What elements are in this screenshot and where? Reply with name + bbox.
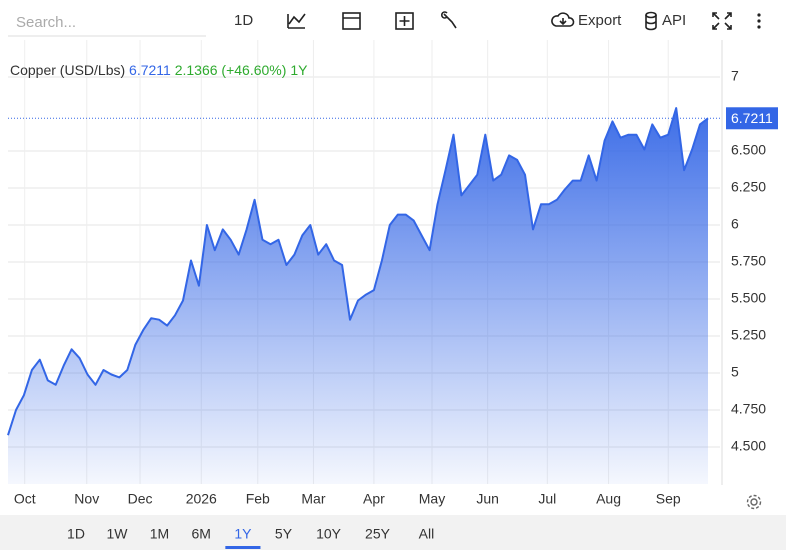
settings-icon[interactable] xyxy=(746,494,762,510)
toolbar-icons xyxy=(287,11,732,31)
legend-period: 1Y xyxy=(290,62,308,78)
x-tick-label: Jun xyxy=(476,491,499,507)
area-fill xyxy=(8,108,708,484)
y-tick-label: 6.250 xyxy=(731,179,766,195)
y-tick-label: 5 xyxy=(731,364,739,380)
range-button[interactable]: 5Y xyxy=(275,526,293,542)
range-button[interactable]: 6M xyxy=(191,526,210,542)
range-bar xyxy=(0,515,786,550)
x-tick-label: Jul xyxy=(538,491,556,507)
range-button[interactable]: 1W xyxy=(106,526,128,542)
add-icon[interactable] xyxy=(395,12,414,30)
range-button[interactable]: 25Y xyxy=(365,526,391,542)
last-price-box xyxy=(726,107,778,130)
y-tick-label: 4.750 xyxy=(731,401,766,417)
fullscreen-icon[interactable] xyxy=(712,12,732,30)
y-tick-label: 5.250 xyxy=(731,327,766,343)
interval-button[interactable]: 1D xyxy=(234,12,253,29)
api-icon[interactable] xyxy=(645,11,657,19)
chart-type-icon[interactable] xyxy=(287,13,306,29)
x-tick-label: Feb xyxy=(246,491,270,507)
last-price-label: 6.7211 xyxy=(731,110,773,126)
search-placeholder: Search... xyxy=(16,14,76,31)
range-button[interactable]: All xyxy=(419,526,435,542)
x-tick-label: Dec xyxy=(128,491,153,507)
price-line xyxy=(7,107,709,436)
export-icon[interactable] xyxy=(551,12,575,27)
range-selected-underline xyxy=(225,546,261,549)
x-tick-label: Nov xyxy=(74,491,99,507)
x-tick-label: Apr xyxy=(363,491,385,507)
x-tick-label: Aug xyxy=(596,491,621,507)
x-tick-label: Mar xyxy=(301,491,325,507)
x-tick-label: May xyxy=(419,491,445,507)
legend-change: 2.1366 (+46.60%) xyxy=(175,62,287,78)
x-tick-label: 2026 xyxy=(186,491,217,507)
y-tick-label: 5.750 xyxy=(731,253,766,269)
api-button[interactable]: API xyxy=(662,12,686,29)
y-tick-label: 5.500 xyxy=(731,290,766,306)
export-button[interactable]: Export xyxy=(578,12,622,29)
legend: Copper (USD/Lbs) 6.7211 2.1366 (+46.60%)… xyxy=(10,62,308,78)
tools-icon[interactable] xyxy=(441,11,457,29)
range-button[interactable]: 1M xyxy=(150,526,169,542)
menu-icon[interactable] xyxy=(757,13,761,29)
y-tick-label: 6.500 xyxy=(731,142,766,158)
search-box[interactable] xyxy=(8,8,206,36)
y-tick-label: 6 xyxy=(731,216,739,232)
y-tick-label: 7 xyxy=(731,68,739,84)
legend-name: Copper (USD/Lbs) xyxy=(10,62,125,78)
legend-last: 6.7211 xyxy=(129,62,171,78)
x-tick-label: Oct xyxy=(14,491,36,507)
range-button[interactable]: 10Y xyxy=(316,526,342,542)
range-button[interactable]: 1D xyxy=(67,526,85,542)
x-tick-label: Sep xyxy=(656,491,681,507)
range-button[interactable]: 1Y xyxy=(234,526,252,542)
y-tick-label: 4.500 xyxy=(731,438,766,454)
calendar-icon[interactable] xyxy=(342,12,361,30)
